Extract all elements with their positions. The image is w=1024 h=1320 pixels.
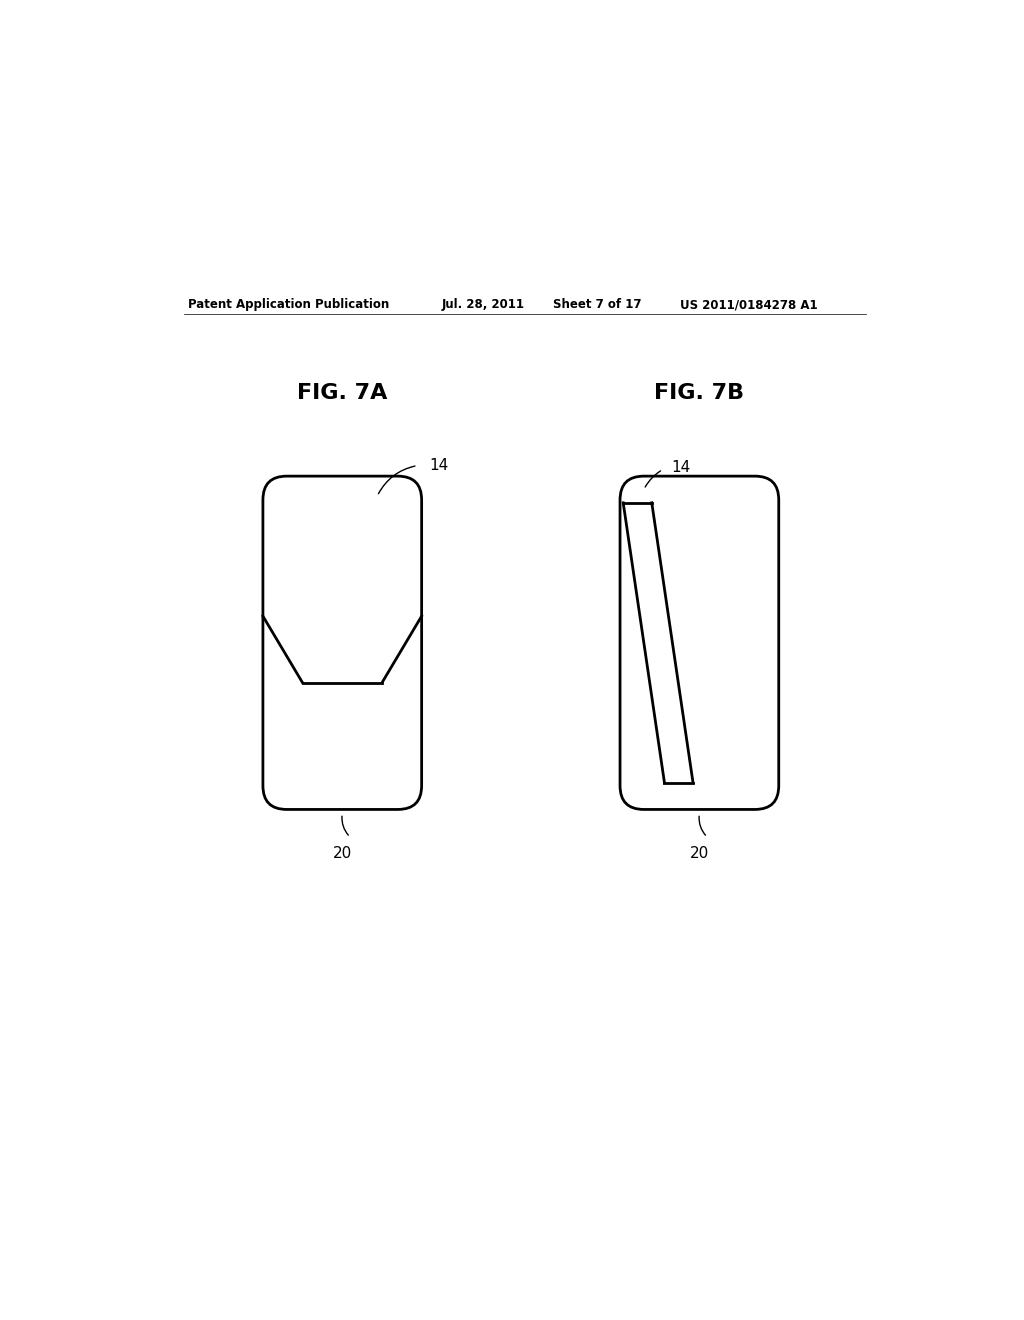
- Text: FIG. 7B: FIG. 7B: [654, 383, 744, 403]
- Text: 20: 20: [333, 846, 352, 861]
- Text: US 2011/0184278 A1: US 2011/0184278 A1: [680, 298, 817, 312]
- Text: Patent Application Publication: Patent Application Publication: [187, 298, 389, 312]
- Text: Jul. 28, 2011: Jul. 28, 2011: [441, 298, 524, 312]
- Text: Sheet 7 of 17: Sheet 7 of 17: [553, 298, 641, 312]
- Text: 14: 14: [671, 459, 690, 475]
- Text: 14: 14: [430, 458, 449, 473]
- Text: 20: 20: [690, 846, 709, 861]
- Text: FIG. 7A: FIG. 7A: [297, 383, 387, 403]
